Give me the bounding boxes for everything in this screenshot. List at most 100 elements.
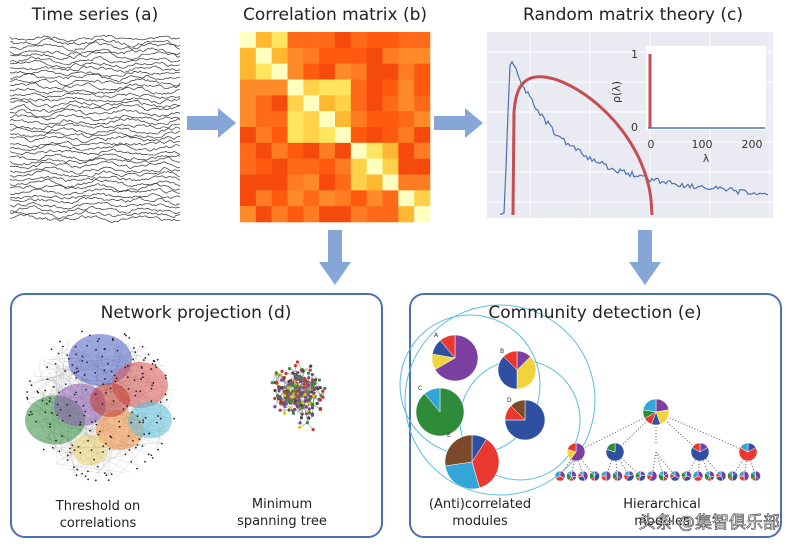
matrix-cell xyxy=(319,95,336,112)
tree-node xyxy=(278,408,282,412)
pie-slice xyxy=(648,470,658,482)
matrix-cell xyxy=(335,111,352,128)
tree-node xyxy=(312,394,316,398)
node xyxy=(108,448,111,450)
node xyxy=(109,387,112,390)
node xyxy=(61,345,64,348)
node xyxy=(115,377,118,380)
matrix-cell xyxy=(398,95,415,112)
matrix-cell xyxy=(271,174,288,191)
time-series-line xyxy=(9,156,181,166)
node xyxy=(102,445,105,448)
node xyxy=(110,370,113,373)
time-series-line xyxy=(9,96,181,105)
node xyxy=(141,372,144,375)
node xyxy=(144,416,147,419)
pie-slice xyxy=(716,470,722,477)
node-label: D xyxy=(507,397,512,404)
tree-node xyxy=(291,384,295,388)
node xyxy=(112,337,114,340)
tree-node xyxy=(278,396,283,400)
tree-node xyxy=(294,399,298,403)
tree-node xyxy=(283,394,287,398)
node xyxy=(61,435,64,438)
matrix-cell xyxy=(271,206,288,223)
edge xyxy=(72,472,84,477)
matrix-cell xyxy=(271,95,288,112)
node xyxy=(85,388,87,391)
node xyxy=(134,446,137,449)
matrix-cell xyxy=(366,95,383,112)
tree-node xyxy=(301,390,305,395)
tree-node xyxy=(295,389,299,393)
tree-node xyxy=(282,411,287,415)
hier-edge xyxy=(655,451,676,477)
node xyxy=(71,444,74,447)
edge xyxy=(116,448,144,479)
tree-node xyxy=(298,421,302,425)
node xyxy=(57,352,60,355)
caption: spanning tree xyxy=(237,514,327,529)
matrix-cell xyxy=(287,142,304,159)
panel-d-box xyxy=(10,293,383,538)
matrix-cell xyxy=(414,111,431,128)
node xyxy=(101,403,104,406)
matrix-cell xyxy=(382,95,399,112)
tree-node xyxy=(307,411,312,415)
node xyxy=(140,365,143,368)
node xyxy=(75,353,77,356)
node-label: E xyxy=(447,432,451,439)
node xyxy=(128,449,131,451)
time-series-line xyxy=(9,182,181,193)
time-series-line xyxy=(9,92,181,100)
hier-edge xyxy=(575,451,595,477)
time-series-line xyxy=(9,51,181,61)
matrix-cell xyxy=(271,142,288,159)
inset-tick: 100 xyxy=(692,138,713,151)
matrix-cell xyxy=(335,174,352,191)
hier-edge xyxy=(614,451,618,477)
node xyxy=(142,419,145,422)
node xyxy=(134,394,137,397)
tree-node xyxy=(317,378,322,382)
matrix-cell xyxy=(255,206,272,223)
watermark: 头条 @集智俱乐部 xyxy=(639,513,780,533)
matrix-cell xyxy=(287,190,304,207)
node xyxy=(147,353,150,356)
node xyxy=(147,453,150,456)
node xyxy=(81,359,84,362)
time-series-line xyxy=(9,73,181,82)
matrix-cell xyxy=(287,206,304,223)
matrix-cell xyxy=(398,142,415,159)
node xyxy=(136,467,138,470)
node xyxy=(77,370,80,373)
edge xyxy=(55,463,124,473)
node xyxy=(155,421,158,424)
node xyxy=(148,432,151,435)
tree-node xyxy=(282,375,286,380)
theory-density xyxy=(511,75,654,216)
tree-node xyxy=(280,400,285,404)
node xyxy=(165,377,167,380)
node xyxy=(69,451,71,454)
edge xyxy=(45,374,74,383)
node xyxy=(110,473,113,476)
inset-tick: 1 xyxy=(631,48,638,61)
node xyxy=(49,423,51,426)
node xyxy=(49,426,51,428)
matrix-cell xyxy=(366,206,383,223)
time-series-line xyxy=(9,126,181,136)
matrix-cell xyxy=(255,47,272,64)
matrix-cell xyxy=(366,174,383,191)
matrix-cell xyxy=(366,63,383,80)
node xyxy=(81,355,84,358)
tree-node xyxy=(297,374,301,379)
tree-node xyxy=(273,396,277,401)
tree-node xyxy=(295,405,300,409)
pie-slice xyxy=(504,399,546,441)
time-series-line xyxy=(9,78,181,87)
node xyxy=(75,377,78,379)
node xyxy=(142,359,145,361)
matrix-cell xyxy=(240,47,257,64)
